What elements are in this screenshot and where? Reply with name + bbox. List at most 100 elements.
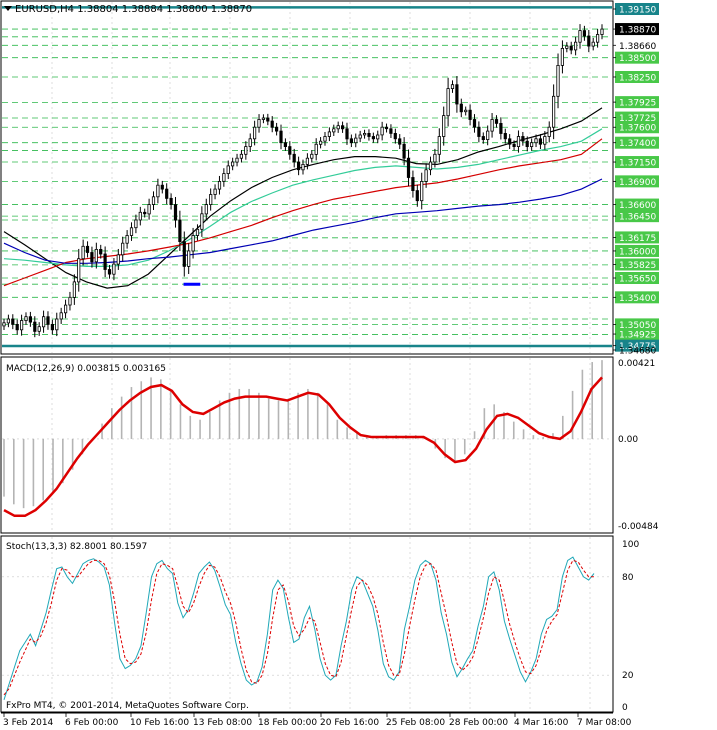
candle [85,241,90,258]
candle [129,222,134,241]
candle [230,157,235,171]
candle [81,239,85,266]
candle [72,274,76,305]
price-label: 1.35825 [619,261,656,271]
candle [187,243,191,274]
price-label-bg [615,175,659,188]
candle [292,148,296,168]
candle [217,175,222,195]
price-label: 1.38870 [619,26,656,36]
candle [59,307,63,324]
candle [376,130,380,144]
candle [446,77,450,127]
candle [244,141,248,160]
price-axis: 1.39150 1.38870 1.38660 1.38500 1.38250 1.379… [613,3,659,357]
macd-axis-label: 0.00 [618,435,638,445]
candle [222,168,226,187]
candle [582,25,587,41]
candle [402,137,406,166]
candle [494,115,499,128]
candle [107,264,112,279]
price-label: 1.37725 [619,114,656,124]
price-label-bg [615,339,659,352]
candle [283,138,288,151]
candle [182,231,186,277]
candle [578,24,582,49]
candle [55,312,59,337]
candle [591,37,595,51]
price-label-bg [615,156,659,169]
price-label-bg [615,111,659,124]
price-label-bg [615,318,659,331]
time-label: 25 Feb 08:00 [386,718,445,728]
candle [556,53,560,109]
price-label: 1.37150 [619,159,656,169]
candle [99,244,103,259]
price-label: 1.39150 [619,6,656,16]
candle [37,322,41,336]
candle [125,230,129,249]
candle [349,134,354,148]
candle [121,236,125,262]
candle [288,141,292,160]
candle [305,153,310,170]
candle [235,153,239,167]
candle [490,113,494,138]
price-label: 1.36450 [619,213,656,223]
price-label-bg [615,51,659,64]
watermark: FxPro MT4, © 2001-2014, MetaQuotes Softw… [6,701,249,711]
price-label: 1.38660 [619,42,656,52]
stoch-axis-label: 100 [622,540,639,550]
macd-axis: 0.00421 0.00 -0.00484 [618,359,659,532]
price-label-bg [615,258,659,271]
candle [46,311,50,330]
candle [213,184,217,200]
candle [226,160,230,180]
price-label-bg [615,328,659,341]
candle [90,246,94,268]
price-label: 1.36000 [619,247,656,257]
candle [552,84,556,140]
price-label: 1.37600 [619,124,656,134]
candle [534,134,538,148]
candle [314,138,318,161]
candle [165,183,169,205]
candle [318,137,323,149]
candle [450,80,455,93]
stoch-axis-label: 80 [622,573,634,583]
candle [345,122,349,145]
time-label: 20 Feb 16:00 [320,718,379,728]
candle [191,227,195,259]
candle [332,124,336,136]
candle [266,113,270,126]
candle [143,208,147,218]
candle [415,184,419,207]
stoch-axis: 100 80 20 0 [622,540,639,713]
price-label: 1.37925 [619,99,656,109]
price-label-bg [615,210,659,223]
candle [481,132,485,144]
candle [503,128,507,144]
stoch-axis-label: 0 [622,703,628,713]
caption-arrow-icon[interactable] [4,6,12,11]
candle [134,214,138,234]
candle [424,163,428,188]
candle [411,170,415,198]
candle [354,133,358,148]
candle [279,124,283,150]
candle [6,314,10,328]
time-label: 7 Mar 08:00 [577,718,632,728]
price-panel [0,0,614,355]
candles [2,24,604,338]
price-label-bg [615,231,659,244]
candle [42,310,46,333]
price-label-bg [615,70,659,83]
candle [248,133,252,152]
candle [437,128,441,163]
candle [270,116,274,133]
candle [543,131,547,150]
stoch-panel [0,535,614,713]
candle [464,106,468,116]
price-label-bg [615,244,659,257]
